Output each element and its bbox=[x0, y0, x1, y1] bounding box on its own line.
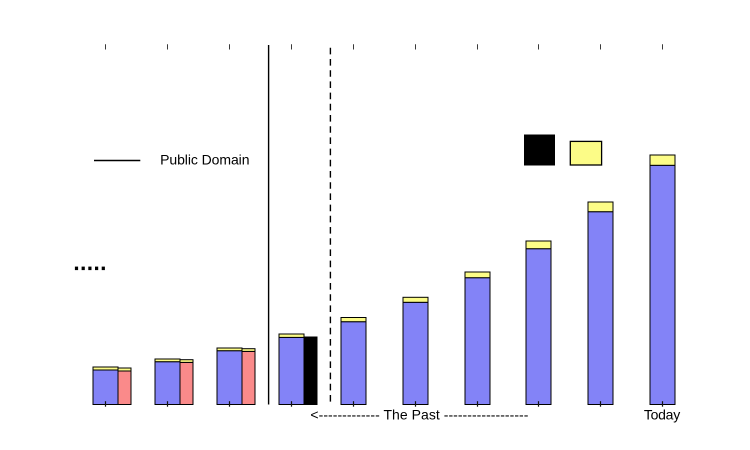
svg-text:<------------- The Past ------: <------------- The Past ----------------… bbox=[310, 406, 528, 422]
svg-text:Today: Today bbox=[644, 406, 680, 422]
svg-text:Public Domain: Public Domain bbox=[160, 152, 249, 168]
